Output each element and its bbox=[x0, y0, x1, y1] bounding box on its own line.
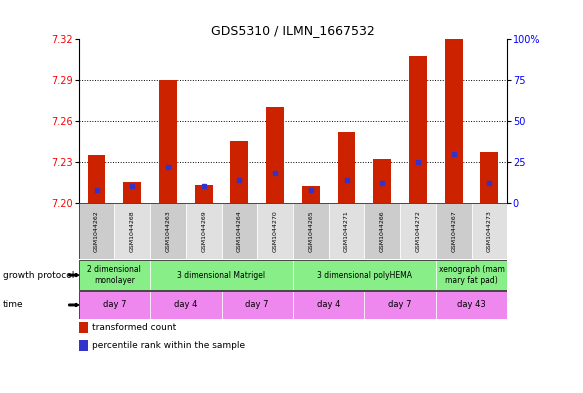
Bar bbox=[195, 185, 213, 203]
Title: GDS5310 / ILMN_1667532: GDS5310 / ILMN_1667532 bbox=[211, 24, 375, 37]
Bar bbox=[150, 203, 186, 259]
Text: GSM1044265: GSM1044265 bbox=[308, 210, 313, 252]
Bar bbox=[436, 291, 507, 319]
Text: day 7: day 7 bbox=[245, 301, 269, 309]
Bar bbox=[436, 203, 472, 259]
Text: time: time bbox=[3, 301, 23, 309]
Text: 3 dimensional polyHEMA: 3 dimensional polyHEMA bbox=[317, 271, 412, 279]
Text: GSM1044267: GSM1044267 bbox=[451, 210, 456, 252]
Bar bbox=[302, 186, 319, 203]
Text: day 7: day 7 bbox=[103, 301, 126, 309]
Text: transformed count: transformed count bbox=[93, 323, 177, 332]
Text: GSM1044269: GSM1044269 bbox=[201, 210, 206, 252]
Bar bbox=[79, 322, 88, 333]
Text: xenograph (mam
mary fat pad): xenograph (mam mary fat pad) bbox=[438, 265, 504, 285]
Text: day 43: day 43 bbox=[457, 301, 486, 309]
Bar bbox=[222, 291, 293, 319]
Text: GSM1044264: GSM1044264 bbox=[237, 210, 242, 252]
Text: 3 dimensional Matrigel: 3 dimensional Matrigel bbox=[177, 271, 266, 279]
Bar bbox=[87, 155, 106, 203]
Bar bbox=[293, 260, 436, 290]
Bar bbox=[124, 182, 141, 203]
Bar bbox=[186, 203, 222, 259]
Bar bbox=[364, 203, 400, 259]
Text: day 4: day 4 bbox=[174, 301, 198, 309]
Bar bbox=[472, 203, 507, 259]
Text: GSM1044270: GSM1044270 bbox=[273, 210, 278, 252]
Bar bbox=[364, 291, 436, 319]
Bar bbox=[373, 159, 391, 203]
Bar bbox=[150, 291, 222, 319]
Text: day 7: day 7 bbox=[388, 301, 412, 309]
Bar bbox=[329, 203, 364, 259]
Bar bbox=[436, 260, 507, 290]
Bar bbox=[266, 107, 284, 203]
Bar bbox=[257, 203, 293, 259]
Text: GSM1044271: GSM1044271 bbox=[344, 210, 349, 252]
Bar bbox=[79, 260, 150, 290]
Bar bbox=[79, 340, 88, 351]
Bar bbox=[409, 56, 427, 203]
Text: GSM1044263: GSM1044263 bbox=[166, 210, 170, 252]
Text: GSM1044268: GSM1044268 bbox=[130, 210, 135, 252]
Text: day 4: day 4 bbox=[317, 301, 340, 309]
Bar bbox=[114, 203, 150, 259]
Bar bbox=[293, 203, 329, 259]
Bar bbox=[150, 260, 293, 290]
Bar bbox=[338, 132, 356, 203]
Bar bbox=[79, 291, 150, 319]
Text: 2 dimensional
monolayer: 2 dimensional monolayer bbox=[87, 265, 141, 285]
Text: GSM1044262: GSM1044262 bbox=[94, 210, 99, 252]
Bar bbox=[400, 203, 436, 259]
Text: growth protocol: growth protocol bbox=[3, 271, 74, 279]
Bar bbox=[79, 203, 114, 259]
Text: GSM1044266: GSM1044266 bbox=[380, 210, 385, 252]
Bar bbox=[480, 152, 498, 203]
Text: GSM1044272: GSM1044272 bbox=[416, 210, 420, 252]
Bar bbox=[222, 203, 257, 259]
Text: GSM1044273: GSM1044273 bbox=[487, 210, 492, 252]
Bar bbox=[159, 80, 177, 203]
Bar bbox=[293, 291, 364, 319]
Bar bbox=[445, 39, 462, 203]
Text: percentile rank within the sample: percentile rank within the sample bbox=[93, 341, 245, 350]
Bar bbox=[230, 141, 248, 203]
